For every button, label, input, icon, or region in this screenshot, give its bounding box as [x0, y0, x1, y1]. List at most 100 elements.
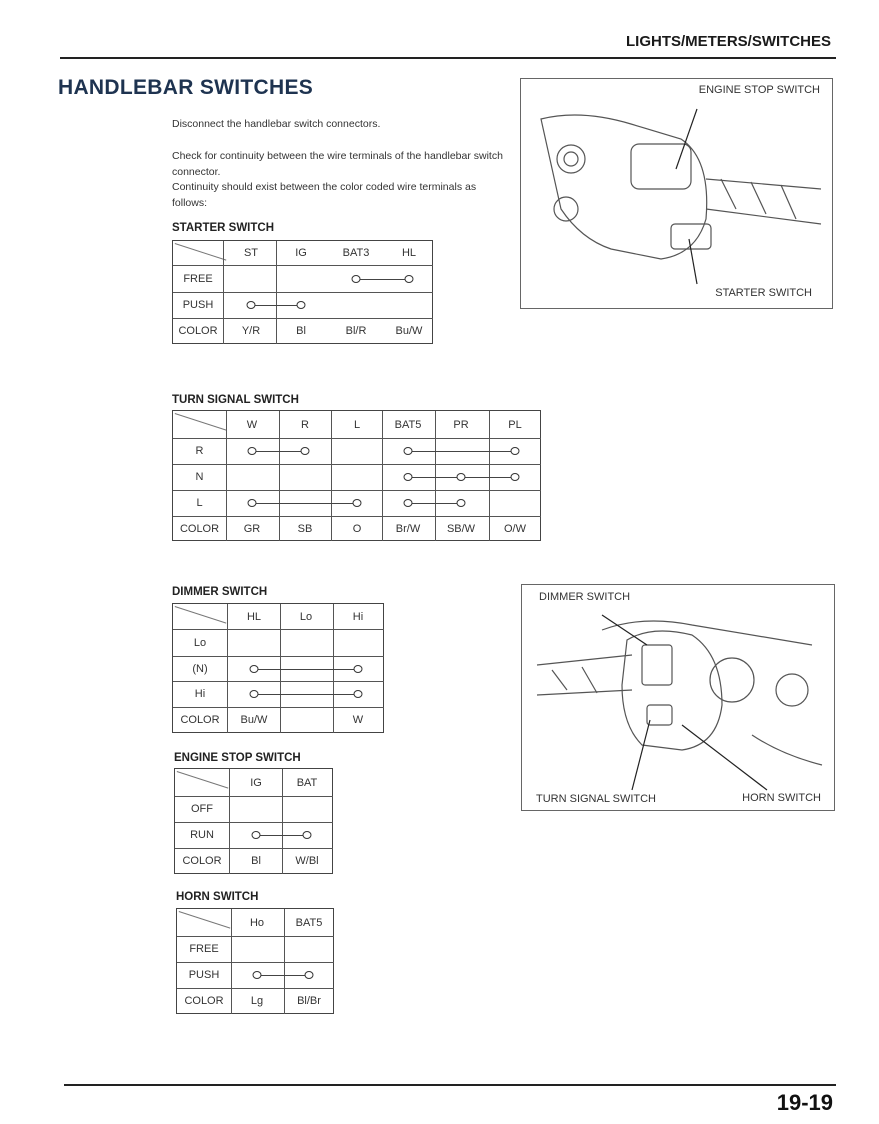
- column-divider: [229, 769, 230, 874]
- wire-color: O: [352, 522, 362, 535]
- row-label: PUSH: [182, 299, 214, 311]
- label-horn-switch: HORN SWITCH: [742, 792, 821, 804]
- column-divider: [226, 411, 227, 541]
- wire-color: Y/R: [241, 325, 261, 337]
- wire-color: Br/W: [395, 522, 421, 535]
- terminal-circle: [247, 447, 257, 455]
- corner-diagonal: [174, 243, 227, 261]
- row-divider: [173, 318, 433, 319]
- bottom-rule: [64, 1084, 836, 1086]
- continuity-line: [251, 305, 301, 306]
- row-divider: [173, 438, 541, 439]
- column-header: Lo: [299, 610, 313, 623]
- terminal-circle: [300, 447, 310, 455]
- row-divider: [173, 490, 541, 491]
- color-row-label: COLOR: [180, 714, 220, 726]
- wire-color: SB/W: [446, 522, 476, 535]
- terminal-circle: [403, 499, 413, 507]
- row-label: PUSH: [188, 969, 220, 981]
- horn-switch-title: HORN SWITCH: [176, 891, 259, 903]
- column-divider: [284, 909, 285, 1014]
- terminal-circle: [403, 473, 413, 481]
- continuity-line: [254, 668, 358, 670]
- column-divider: [435, 411, 436, 541]
- continuity-line: [408, 451, 515, 452]
- row-label: R: [195, 445, 204, 457]
- handlebar-illustration: [536, 614, 823, 791]
- page-title: HANDLEBAR SWITCHES: [58, 76, 314, 99]
- figure-right-handlebar: ENGINE STOP SWITCH STARTER SWITCH: [520, 78, 833, 309]
- top-rule: [60, 57, 836, 59]
- wire-color: Bl/Br: [297, 995, 321, 1007]
- continuity-line: [256, 835, 307, 836]
- wire-color: SB: [297, 522, 313, 535]
- terminal-circle: [302, 831, 312, 839]
- terminal-circle: [404, 274, 414, 283]
- column-divider: [382, 411, 383, 541]
- continuity-line: [257, 975, 309, 976]
- label-dimmer-switch: DIMMER SWITCH: [539, 591, 631, 603]
- row-divider: [173, 292, 433, 293]
- terminal-circle: [247, 499, 257, 507]
- color-row-label: COLOR: [184, 995, 224, 1007]
- terminal-circle: [246, 301, 256, 309]
- continuity-line: [254, 694, 358, 695]
- continuity-line: [252, 451, 305, 452]
- row-divider: [173, 516, 541, 517]
- column-divider: [282, 769, 283, 874]
- wire-color: GR: [243, 522, 261, 535]
- color-row-label: COLOR: [182, 855, 222, 867]
- dimmer-switch-table: HL Lo Hi Lo (N) Hi COLOR Bu/W W: [172, 603, 384, 733]
- row-divider: [177, 936, 334, 937]
- column-header: L: [353, 418, 361, 431]
- column-header: BAT3: [342, 247, 370, 259]
- row-divider: [173, 656, 384, 657]
- continuity-line: [356, 278, 409, 280]
- column-header: HL: [246, 610, 262, 623]
- terminal-circle: [456, 499, 466, 507]
- wire-color: Bu/W: [395, 325, 423, 337]
- row-divider: [173, 707, 384, 708]
- column-header: PR: [453, 418, 469, 431]
- column-header: BAT: [296, 776, 318, 789]
- horn-switch-table: Ho BAT5 FREE PUSH COLOR Lg Bl/Br: [176, 908, 334, 1014]
- engine-stop-switch-title: ENGINE STOP SWITCH: [174, 752, 301, 764]
- wire-color: W/Bl: [295, 855, 319, 867]
- wire-color: Lg: [250, 995, 264, 1007]
- color-row-label: COLOR: [179, 522, 220, 535]
- column-divider: [227, 604, 228, 733]
- instruction-check: Check for continuity between the wire te…: [172, 150, 503, 178]
- terminal-circle: [304, 971, 314, 979]
- column-divider: [331, 411, 332, 541]
- terminal-circle: [249, 690, 259, 698]
- wire-color: Bl: [251, 855, 261, 867]
- terminal-circle: [510, 473, 520, 481]
- column-header: HL: [401, 247, 417, 259]
- dimmer-switch-title: DIMMER SWITCH: [172, 586, 268, 598]
- row-divider: [173, 681, 384, 682]
- handlebar-illustration: [540, 108, 822, 285]
- row-divider: [175, 822, 333, 823]
- column-divider: [279, 411, 280, 541]
- row-divider: [173, 629, 384, 630]
- row-divider: [175, 796, 333, 797]
- label-engine-stop-switch: ENGINE STOP SWITCH: [698, 84, 820, 96]
- corner-diagonal: [174, 413, 227, 431]
- starter-switch-table: ST IG BAT3 HL FREE PUSH COLOR Y/R Bl Bl/R Bu/W: [172, 240, 433, 344]
- row-divider: [177, 988, 334, 989]
- column-header: BAT5: [394, 418, 422, 431]
- turn-signal-switch-title: TURN SIGNAL SWITCH: [172, 394, 299, 406]
- row-label: OFF: [191, 803, 213, 815]
- row-label: RUN: [190, 829, 214, 841]
- column-header: Ho: [249, 916, 265, 929]
- row-label: FREE: [183, 272, 213, 285]
- instruction-continuity: Continuity should exist between the colo…: [172, 181, 477, 209]
- column-divider: [231, 909, 232, 1014]
- section-header: LIGHTS/METERS/SWITCHES: [625, 33, 831, 50]
- wire-color: W: [352, 714, 364, 726]
- wire-color: O/W: [504, 522, 526, 535]
- terminal-circle: [403, 447, 413, 455]
- continuity-line: [252, 503, 357, 504]
- column-divider: [489, 411, 490, 541]
